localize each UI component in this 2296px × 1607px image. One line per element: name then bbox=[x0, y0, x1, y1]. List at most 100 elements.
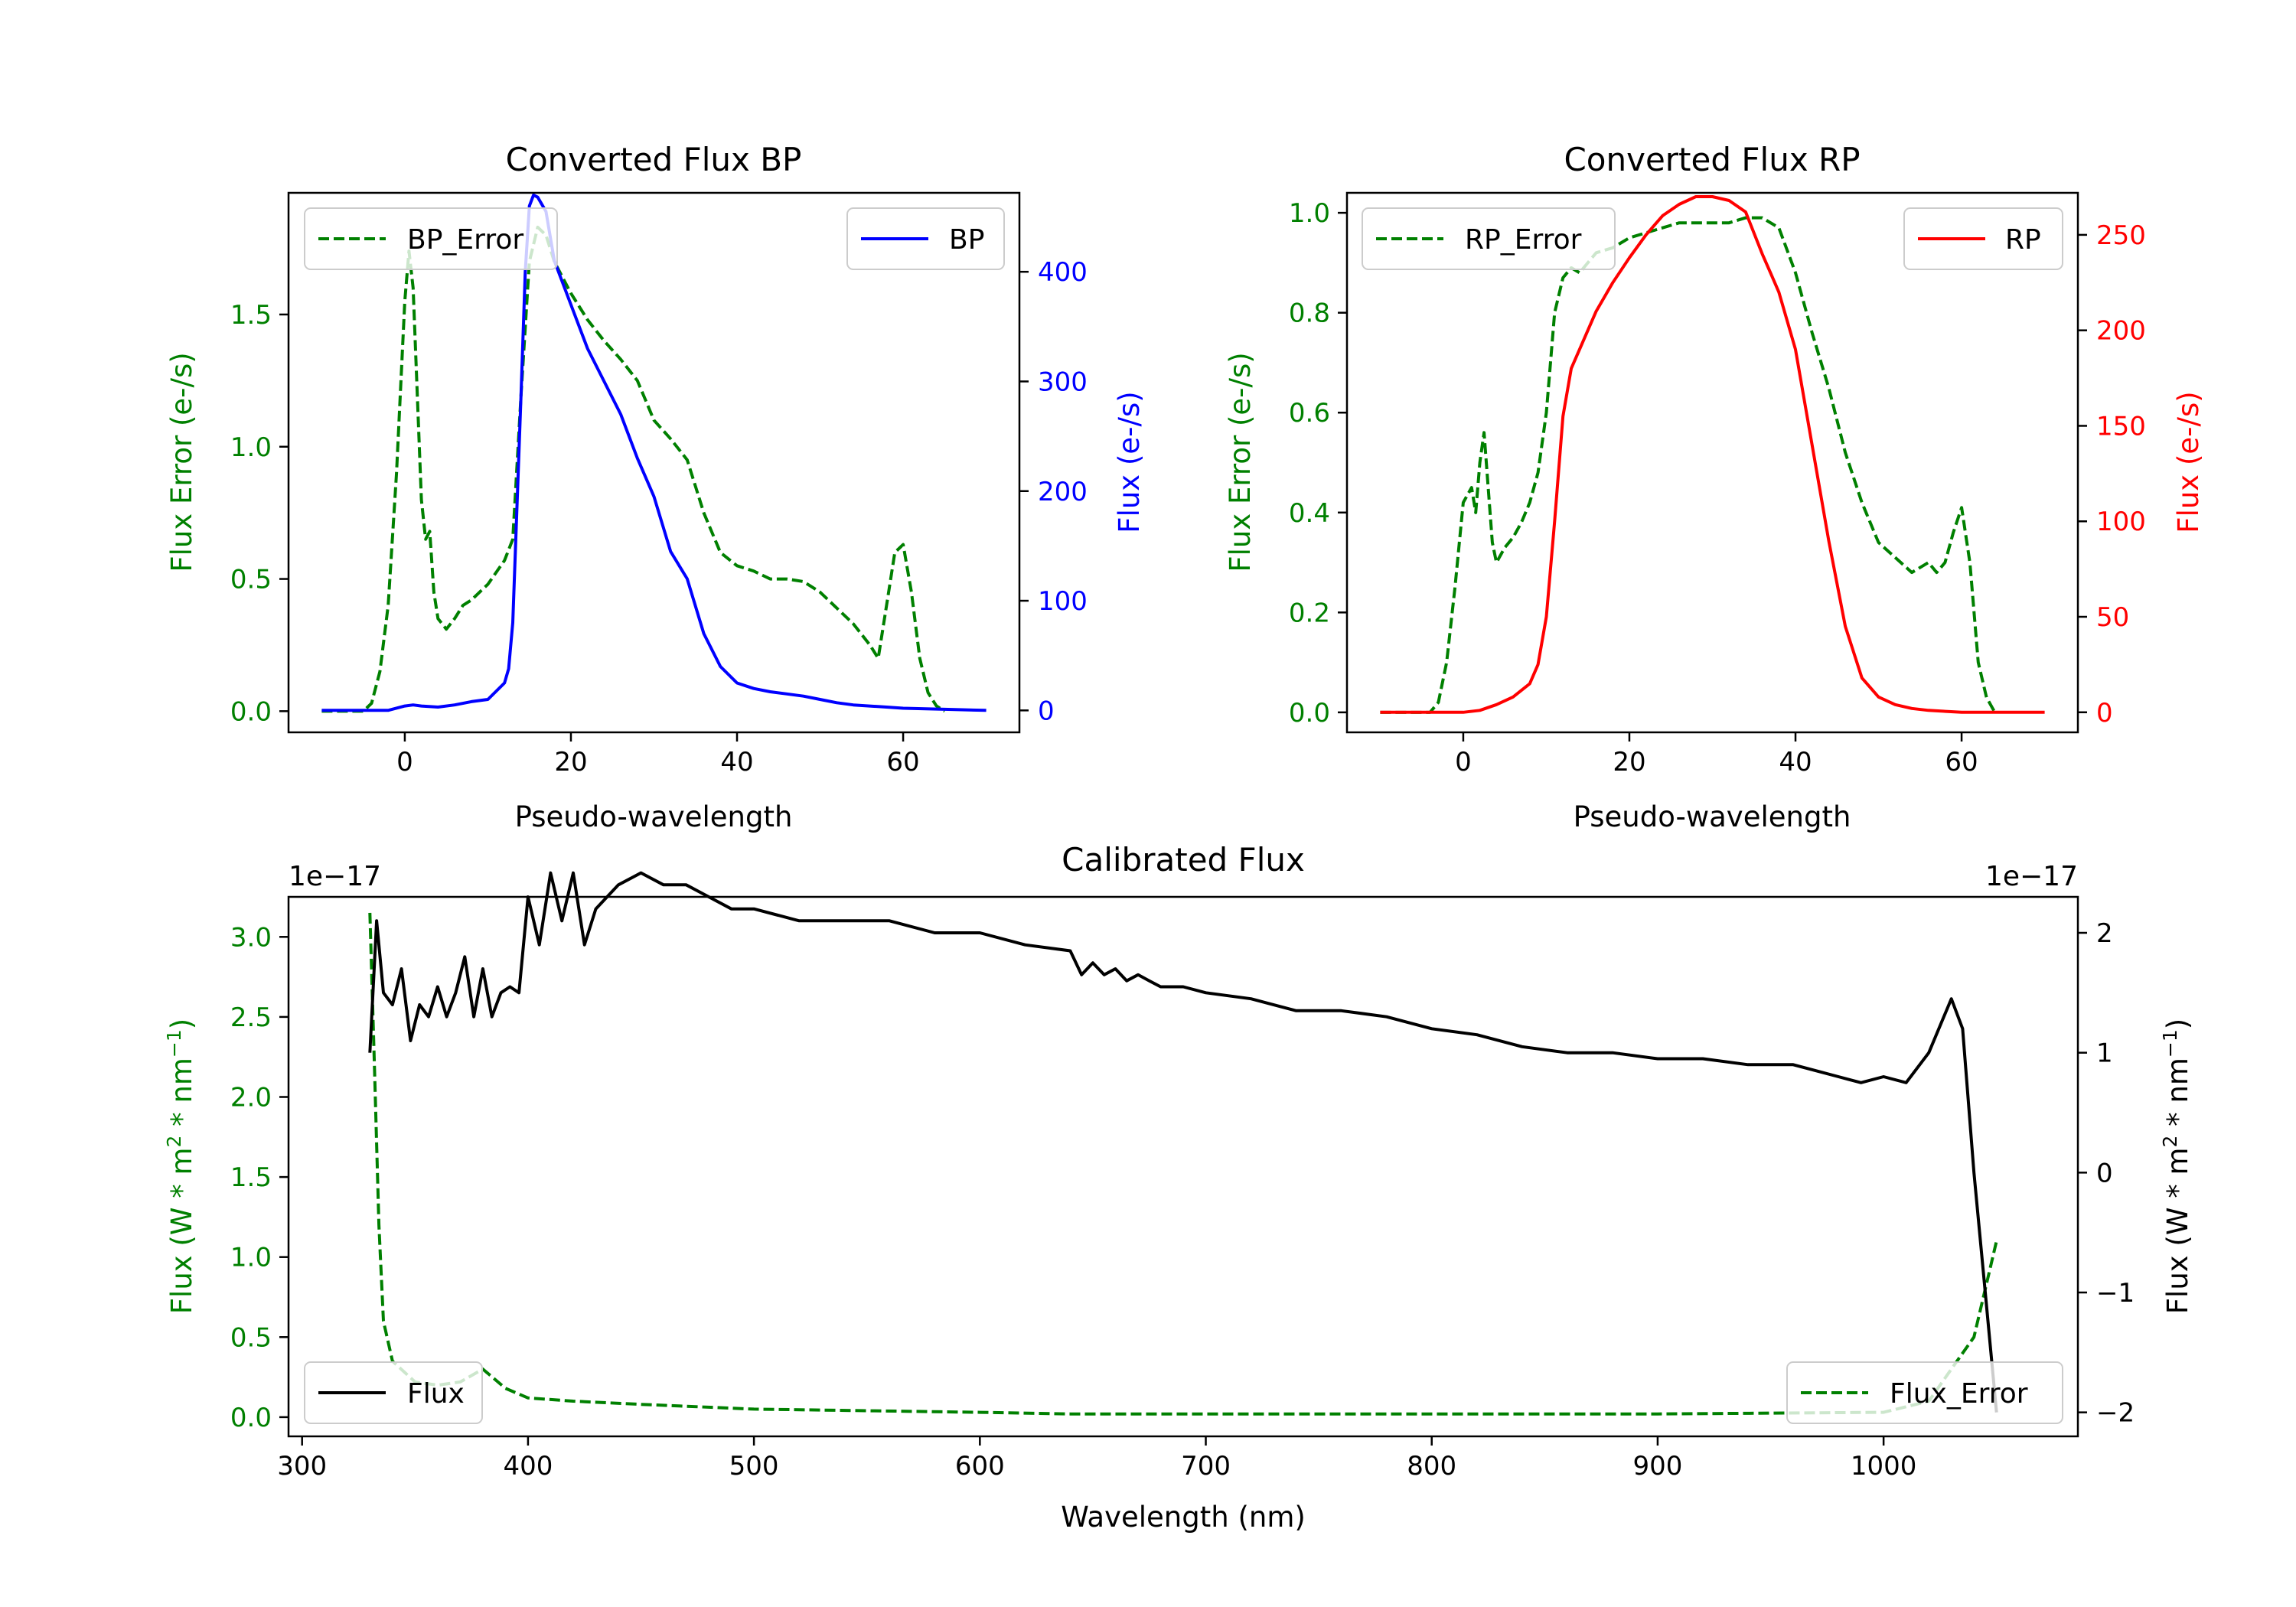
bp-right-axis-label: Flux (e-/s) bbox=[1113, 391, 1146, 533]
bp-x-ticks: 0 20 40 60 bbox=[396, 732, 920, 777]
rp-series-rp-error bbox=[1380, 216, 1997, 714]
rp-left-ticks: 0.0 0.2 0.4 0.6 0.8 1.0 bbox=[1289, 198, 1347, 729]
bp-x-tick-label: 40 bbox=[720, 747, 753, 777]
rp-left-tick-label: 0.6 bbox=[1289, 398, 1330, 429]
cal-x-tick-label: 600 bbox=[955, 1451, 1005, 1482]
cal-right-tick-label: 2 bbox=[2096, 918, 2113, 949]
rp-left-tick-label: 0.0 bbox=[1289, 698, 1330, 729]
cal-series-flux-error bbox=[368, 912, 1998, 1416]
cal-right-ticks: −2 −1 0 1 2 bbox=[2078, 918, 2135, 1429]
rp-left-tick-label: 0.8 bbox=[1289, 298, 1330, 329]
rp-left-axis-label: Flux Error (e-/s) bbox=[1224, 352, 1257, 572]
rp-legend-right-label: RP bbox=[2005, 224, 2041, 256]
rp-x-tick-label: 0 bbox=[1455, 747, 1472, 777]
rp-series-rp bbox=[1380, 195, 2045, 714]
cal-legend-right: Flux_Error bbox=[1786, 1361, 2063, 1424]
cal-x-tick-label: 1000 bbox=[1851, 1451, 1917, 1482]
cal-x-tick-label: 500 bbox=[729, 1451, 779, 1482]
rp-x-tick-label: 20 bbox=[1613, 747, 1645, 777]
rp-legend-right: RP bbox=[1903, 207, 2063, 270]
rp-right-tick-label: 100 bbox=[2096, 507, 2146, 537]
rp-right-tick-label: 50 bbox=[2096, 602, 2129, 633]
rp-left-tick-label: 0.4 bbox=[1289, 498, 1330, 529]
cal-x-label: Wavelength (nm) bbox=[1061, 1501, 1306, 1534]
rp-legend-left-label: RP_Error bbox=[1465, 224, 1582, 256]
cal-legend-left-label: Flux bbox=[407, 1378, 465, 1410]
rp-left-tick-label: 1.0 bbox=[1289, 198, 1330, 229]
cal-left-tick-label: 1.0 bbox=[230, 1243, 272, 1273]
cal-left-offset: 1e−17 bbox=[289, 861, 381, 892]
bp-legend-right: BP bbox=[846, 207, 1005, 270]
bp-plot-area bbox=[321, 193, 987, 713]
cal-right-tick-label: 1 bbox=[2096, 1038, 2113, 1069]
bp-axes-frame bbox=[287, 191, 1021, 734]
rp-plot-area bbox=[1380, 195, 2045, 714]
cal-right-tick-label: −1 bbox=[2096, 1278, 2135, 1309]
rp-right-ticks: 0 50 100 150 200 250 bbox=[2078, 220, 2146, 729]
cal-left-axis-label: Flux (W * m2 * nm−1) bbox=[163, 1019, 198, 1314]
bp-right-tick-label: 100 bbox=[1038, 586, 1088, 617]
rp-title: Converted Flux RP bbox=[1564, 141, 1860, 178]
bp-x-tick-label: 0 bbox=[396, 747, 413, 777]
rp-right-tick-label: 150 bbox=[2096, 411, 2146, 442]
rp-legend-left: RP_Error bbox=[1362, 207, 1616, 270]
cal-x-tick-label: 300 bbox=[277, 1451, 327, 1482]
bp-right-ticks: 0 100 200 300 400 bbox=[1019, 257, 1088, 726]
bp-x-tick-label: 20 bbox=[554, 747, 587, 777]
rp-x-tick-label: 60 bbox=[1945, 747, 1978, 777]
bp-left-tick-label: 0.5 bbox=[230, 565, 272, 595]
bp-legend-left-label: BP_Error bbox=[407, 224, 523, 256]
rp-x-label: Pseudo-wavelength bbox=[1574, 800, 1851, 833]
cal-left-tick-label: 0.0 bbox=[230, 1403, 272, 1433]
bp-series-bp bbox=[321, 193, 987, 712]
cal-series-flux bbox=[368, 871, 1998, 1413]
bp-panel: Converted Flux BP 0 20 40 60 0.0 0.5 1.0 1.5 0… bbox=[165, 141, 1146, 833]
bp-left-tick-label: 1.0 bbox=[230, 432, 272, 463]
bp-left-axis-label: Flux Error (e-/s) bbox=[165, 352, 198, 572]
bp-legend-right-label: BP bbox=[949, 224, 984, 256]
bp-right-tick-label: 300 bbox=[1038, 367, 1088, 397]
cal-left-tick-label: 2.5 bbox=[230, 1002, 272, 1033]
cal-title: Calibrated Flux bbox=[1062, 841, 1305, 878]
bp-x-tick-label: 60 bbox=[886, 747, 919, 777]
bp-title: Converted Flux BP bbox=[506, 141, 802, 178]
rp-axes-frame bbox=[1345, 191, 2079, 734]
cal-x-tick-label: 700 bbox=[1181, 1451, 1231, 1482]
rp-left-tick-label: 0.2 bbox=[1289, 598, 1330, 628]
bp-left-tick-label: 0.0 bbox=[230, 696, 272, 727]
cal-right-tick-label: −2 bbox=[2096, 1398, 2135, 1429]
cal-x-tick-label: 800 bbox=[1407, 1451, 1456, 1482]
rp-right-axis-label: Flux (e-/s) bbox=[2172, 391, 2205, 533]
calibrated-panel: Calibrated Flux 1e−17 1e−17 300 400 500 600… bbox=[163, 841, 2194, 1534]
rp-right-tick-label: 200 bbox=[2096, 316, 2146, 347]
bp-series-bp-error bbox=[321, 225, 946, 713]
cal-left-ticks: 0.0 0.5 1.0 1.5 2.0 2.5 3.0 bbox=[230, 922, 289, 1433]
rp-panel: Converted Flux RP 0 20 40 60 0.00.20.40.60.… bbox=[1224, 141, 2205, 833]
rp-x-ticks: 0 20 40 60 bbox=[1455, 732, 1978, 777]
cal-legend-left: Flux bbox=[304, 1361, 483, 1424]
bp-left-tick-label: 1.5 bbox=[230, 300, 272, 331]
cal-legend-right-label: Flux_Error bbox=[1890, 1378, 2028, 1410]
cal-left-tick-label: 1.5 bbox=[230, 1162, 272, 1193]
bp-right-tick-label: 400 bbox=[1038, 257, 1088, 288]
cal-x-ticks: 300 400 500 600 700 800 900 1000 bbox=[277, 1436, 1916, 1482]
cal-right-tick-label: 0 bbox=[2096, 1158, 2113, 1188]
rp-right-tick-label: 0 bbox=[2096, 698, 2113, 729]
rp-x-tick-label: 40 bbox=[1779, 747, 1812, 777]
cal-axes-frame bbox=[287, 895, 2079, 1438]
bp-left-ticks: 0.0 0.5 1.0 1.5 bbox=[230, 300, 289, 727]
cal-left-tick-label: 2.0 bbox=[230, 1082, 272, 1113]
cal-left-tick-label: 3.0 bbox=[230, 922, 272, 953]
cal-right-offset: 1e−17 bbox=[1985, 861, 2078, 892]
bp-right-tick-label: 200 bbox=[1038, 477, 1088, 507]
bp-right-tick-label: 0 bbox=[1038, 696, 1055, 726]
cal-x-tick-label: 400 bbox=[503, 1451, 553, 1482]
bp-legend-left: BP_Error bbox=[304, 207, 558, 270]
rp-right-tick-label: 250 bbox=[2096, 220, 2146, 251]
bp-x-label: Pseudo-wavelength bbox=[515, 800, 793, 833]
cal-plot-area bbox=[368, 871, 1998, 1416]
cal-left-tick-label: 0.5 bbox=[230, 1322, 272, 1353]
cal-right-axis-label: Flux (W * m2 * nm−1) bbox=[2159, 1019, 2194, 1314]
cal-x-tick-label: 900 bbox=[1632, 1451, 1682, 1482]
